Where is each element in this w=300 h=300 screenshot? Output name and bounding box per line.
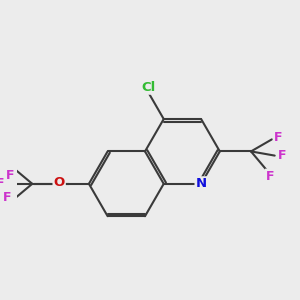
- Text: F: F: [6, 169, 15, 182]
- Text: N: N: [196, 177, 207, 190]
- Text: Cl: Cl: [141, 81, 155, 94]
- Text: F: F: [274, 131, 282, 145]
- Text: F: F: [278, 149, 286, 162]
- Text: F: F: [2, 191, 11, 204]
- Text: F: F: [266, 169, 274, 183]
- Text: O: O: [53, 176, 65, 189]
- Text: F: F: [0, 177, 5, 190]
